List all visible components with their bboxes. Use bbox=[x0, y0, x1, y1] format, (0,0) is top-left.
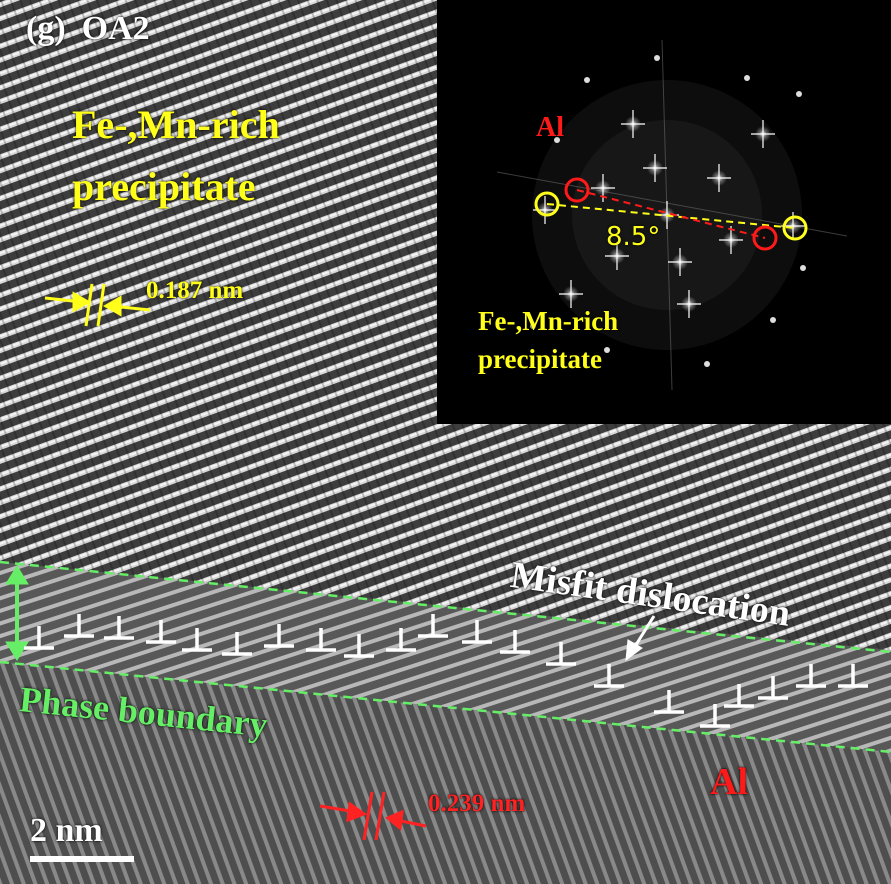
fft-angle-label: 8.5° bbox=[606, 222, 661, 252]
al-spacing-marker bbox=[319, 791, 427, 841]
precipitate-label-line2: precipitate bbox=[72, 164, 256, 209]
fft-precipitate-label: Fe-,Mn-rich precipitate bbox=[478, 302, 618, 378]
precipitate-spacing-label: 0.187 nm bbox=[146, 277, 244, 304]
scale-bar bbox=[30, 856, 134, 862]
precipitate-spacing-marker bbox=[44, 283, 151, 327]
fft-precipitate-line1: Fe-,Mn-rich bbox=[478, 306, 619, 336]
panel-letter: (g) bbox=[26, 10, 66, 47]
fft-inset bbox=[437, 0, 891, 424]
panel-label: (g) OA2 bbox=[26, 10, 150, 48]
precipitate-label: Fe-,Mn-rich precipitate bbox=[72, 94, 280, 218]
fft-al-line bbox=[576, 189, 766, 239]
misfit-pointer-arrow bbox=[625, 615, 656, 662]
fft-precipitate-spot-left bbox=[534, 191, 560, 217]
fft-pattern bbox=[437, 0, 891, 424]
fft-precipitate-spot-right bbox=[782, 215, 808, 241]
sample-label: OA2 bbox=[81, 10, 150, 47]
fft-al-spot-left bbox=[564, 177, 590, 203]
fft-precipitate-line bbox=[546, 203, 796, 229]
al-spacing-label: 0.239 nm bbox=[428, 790, 526, 817]
fft-al-spot-right bbox=[752, 225, 778, 251]
fft-precipitate-line2: precipitate bbox=[478, 344, 602, 374]
precipitate-label-line1: Fe-,Mn-rich bbox=[72, 102, 280, 147]
al-matrix-label: Al bbox=[710, 761, 748, 803]
misfit-dislocation-markers bbox=[24, 614, 868, 728]
fft-al-label: Al bbox=[536, 112, 564, 143]
boundary-width-arrow bbox=[5, 565, 29, 661]
scale-bar-label: 2 nm bbox=[30, 812, 103, 849]
